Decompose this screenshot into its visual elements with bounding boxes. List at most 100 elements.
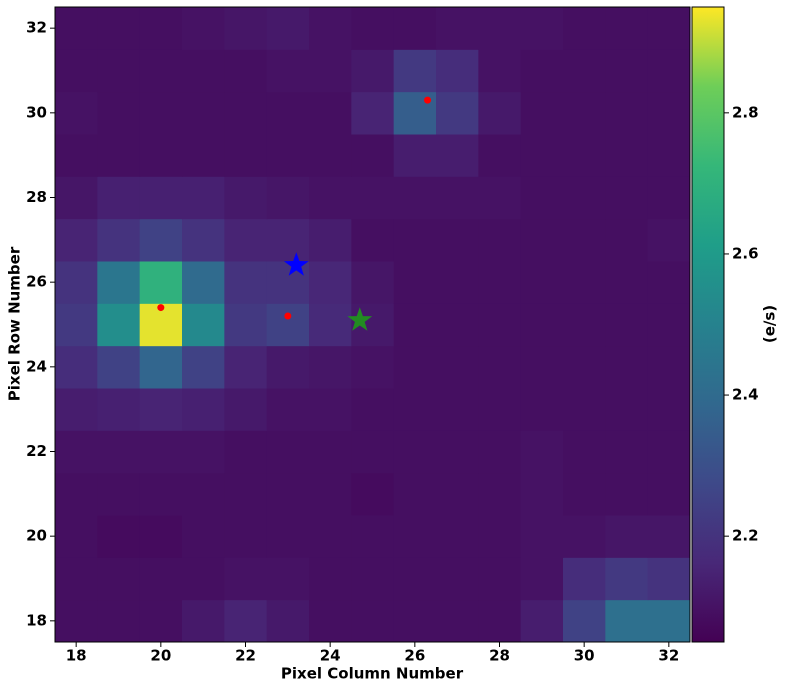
heatmap-cell — [605, 261, 649, 304]
heatmap-cell — [351, 557, 395, 601]
heatmap-cell — [605, 557, 649, 601]
dot-marker — [284, 312, 292, 320]
heatmap-cell — [478, 261, 522, 304]
heatmap-cell — [393, 515, 437, 558]
heatmap-cell — [224, 472, 268, 516]
heatmap-cell — [563, 261, 606, 304]
heatmap-cell — [97, 599, 141, 643]
y-tick-label: 32 — [26, 19, 47, 37]
heatmap-cell — [266, 430, 310, 474]
heatmap-cell — [478, 557, 522, 601]
heatmap-cell — [647, 515, 691, 558]
heatmap-cell — [266, 176, 310, 220]
heatmap-cell — [563, 91, 606, 135]
heatmap-cell — [393, 345, 437, 389]
heatmap-cell — [647, 388, 691, 431]
dot-marker — [157, 304, 165, 312]
y-tick-label: 18 — [26, 611, 47, 629]
heatmap-cell — [647, 7, 691, 50]
heatmap-cell — [97, 7, 141, 50]
heatmap-cell — [309, 134, 352, 177]
heatmap-cell — [97, 472, 141, 516]
heatmap-cell — [182, 91, 225, 135]
heatmap-cell — [520, 599, 564, 643]
heatmap-cell — [647, 430, 691, 474]
heatmap-cell — [309, 599, 352, 643]
heatmap-cell — [647, 557, 691, 601]
heatmap-cell — [478, 91, 522, 135]
heatmap-cell — [55, 388, 98, 431]
heatmap-cell — [563, 218, 606, 262]
heatmap-cell — [55, 49, 98, 93]
heatmap-cell — [393, 599, 437, 643]
heatmap-cell — [55, 345, 98, 389]
colorbar-tick-label: 2.4 — [732, 386, 759, 404]
heatmap-cell — [351, 261, 395, 304]
heatmap-cell — [182, 261, 225, 304]
heatmap-cell — [436, 134, 479, 177]
heatmap-cell — [309, 472, 352, 516]
heatmap-cell — [605, 345, 649, 389]
heatmap-cell — [436, 176, 479, 220]
heatmap-cell — [393, 388, 437, 431]
heatmap-cell — [97, 557, 141, 601]
x-tick-label: 24 — [320, 647, 341, 665]
heatmap-cell — [55, 430, 98, 474]
heatmap-cell — [520, 388, 564, 431]
heatmap-cell — [393, 218, 437, 262]
heatmap-cell — [309, 430, 352, 474]
heatmap-cell — [647, 303, 691, 347]
heatmap-cell — [224, 345, 268, 389]
heatmap-cell — [393, 7, 437, 50]
heatmap-cell — [309, 303, 352, 347]
heatmap-cell — [224, 261, 268, 304]
heatmap-cell — [436, 557, 479, 601]
heatmap-cell — [224, 176, 268, 220]
x-tick-label: 22 — [235, 647, 256, 665]
heatmap-cell — [139, 557, 183, 601]
heatmap-cell — [393, 261, 437, 304]
y-tick-label: 30 — [26, 103, 47, 121]
heatmap-cell — [97, 303, 141, 347]
heatmap-cell — [351, 49, 395, 93]
heatmap-cell — [182, 599, 225, 643]
heatmap-cell — [563, 7, 606, 50]
x-tick-label: 30 — [574, 647, 595, 665]
heatmap-cell — [309, 176, 352, 220]
heatmap-cell — [182, 430, 225, 474]
heatmap-cell — [97, 430, 141, 474]
heatmap-cell — [563, 134, 606, 177]
heatmap-cell — [309, 91, 352, 135]
heatmap-cell — [520, 515, 564, 558]
heatmap-cell — [393, 134, 437, 177]
colorbar-tick-label: 2.8 — [732, 103, 759, 121]
heatmap-cell — [436, 303, 479, 347]
heatmap-cell — [520, 345, 564, 389]
x-axis-label: Pixel Column Number — [281, 665, 464, 683]
heatmap-cell — [224, 599, 268, 643]
heatmap-cell — [436, 261, 479, 304]
heatmap-cell — [605, 430, 649, 474]
heatmap-cell — [605, 134, 649, 177]
heatmap-cell — [520, 91, 564, 135]
heatmap-cell — [139, 345, 183, 389]
y-tick-label: 28 — [26, 188, 47, 206]
heatmap-cell — [605, 599, 649, 643]
heatmap-cell — [266, 49, 310, 93]
heatmap-cell — [563, 49, 606, 93]
heatmap-cell — [478, 134, 522, 177]
heatmap-cell — [55, 303, 98, 347]
heatmap-cell — [520, 176, 564, 220]
colorbar — [691, 6, 725, 643]
heatmap-cell — [478, 472, 522, 516]
y-tick-label: 24 — [26, 357, 47, 375]
heatmap-cell — [224, 557, 268, 601]
heatmap-cell — [478, 7, 522, 50]
dot-marker — [424, 96, 432, 104]
heatmap-cell — [351, 599, 395, 643]
heatmap-cell — [647, 472, 691, 516]
heatmap-cell — [266, 261, 310, 304]
heatmap-cell — [182, 472, 225, 516]
heatmap-cell — [436, 515, 479, 558]
heatmap-cell — [309, 388, 352, 431]
